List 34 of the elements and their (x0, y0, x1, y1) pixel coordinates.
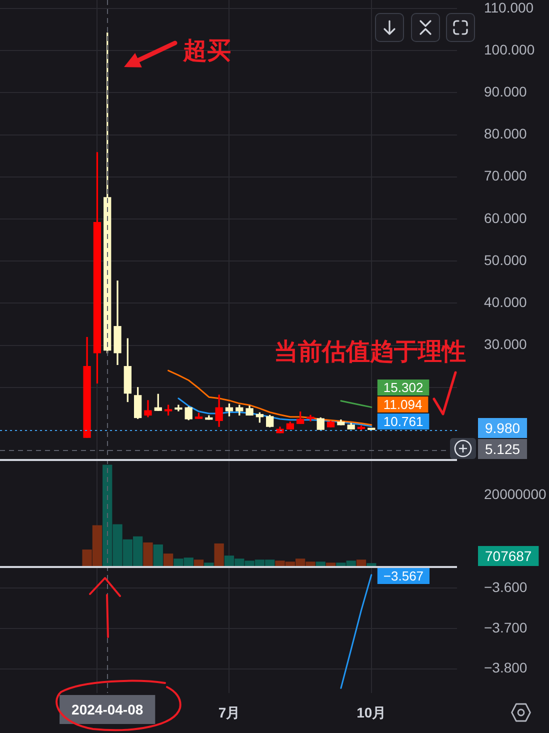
text: 20000000 (484, 486, 547, 502)
bar (366, 563, 376, 566)
y-tick-label: 80.000 (484, 126, 528, 142)
y-tick-label: 30.000 (484, 336, 528, 352)
y-tick-label: −3.800 (484, 660, 528, 676)
bar (356, 560, 366, 566)
y-tick-label: 100.000 (484, 41, 535, 58)
y-tick-label: 60.000 (484, 210, 528, 226)
x-tick-label: 7月 (218, 704, 240, 720)
x-tick-label: 10月 (356, 704, 386, 720)
ref-line-label: 5.125 (484, 440, 520, 457)
data-label: 10.761 (383, 414, 424, 430)
y-tick-label: −3.700 (484, 619, 528, 636)
y-tick-label: 40.000 (484, 294, 528, 310)
y-tick-label: −3.600 (484, 579, 528, 596)
y-tick-label: 90.000 (484, 84, 528, 100)
bar (204, 562, 214, 566)
ref-line-label: 9.980 (484, 420, 520, 436)
y-tick-label: 70.000 (484, 168, 528, 184)
annotation: 当前估值趋于理性 (274, 338, 466, 366)
y-tick-label: 110.000 (484, 0, 534, 16)
data-label: 11.094 (383, 397, 422, 412)
bar (214, 543, 224, 566)
bar (194, 560, 204, 566)
data-label: 15.302 (383, 380, 424, 396)
bar (163, 554, 174, 566)
y-tick-label: 50.000 (484, 252, 528, 268)
bar (316, 562, 326, 566)
bar (143, 542, 153, 566)
text: 707687 (485, 548, 532, 564)
data-label: −3.567 (383, 568, 424, 584)
annotation: 超买 (182, 38, 231, 65)
bar (153, 544, 163, 566)
bar (326, 562, 336, 566)
